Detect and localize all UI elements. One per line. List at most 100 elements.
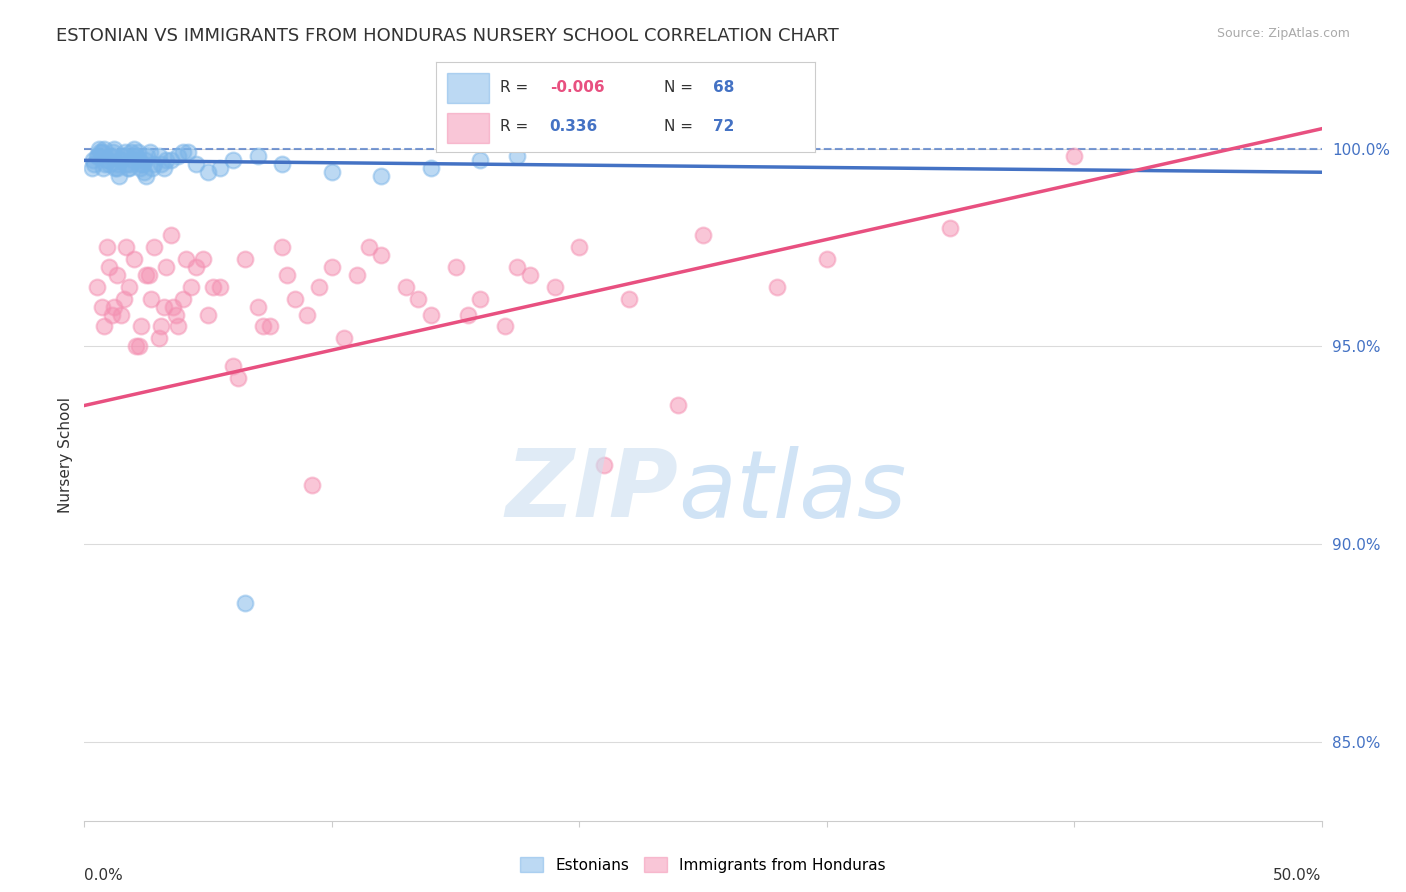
Point	[122, 141, 145, 155]
Point	[129, 319, 152, 334]
Point	[86, 149, 108, 163]
Point	[96, 153, 118, 168]
Point	[141, 292, 163, 306]
Point	[90, 300, 112, 314]
Point	[357, 240, 380, 254]
Point	[470, 292, 492, 306]
Point	[301, 477, 323, 491]
Point	[122, 252, 145, 267]
Point	[112, 149, 135, 163]
Point	[89, 141, 111, 155]
Point	[197, 165, 219, 179]
Point	[139, 145, 162, 160]
Point	[86, 280, 108, 294]
Y-axis label: Nursery School: Nursery School	[58, 397, 73, 513]
Point	[98, 149, 121, 163]
Point	[165, 308, 187, 322]
Point	[233, 596, 256, 610]
Point	[246, 300, 269, 314]
Point	[209, 280, 232, 294]
Point	[124, 149, 146, 163]
Point	[172, 292, 194, 306]
Point	[593, 458, 616, 472]
Point	[141, 161, 163, 176]
Point	[80, 161, 103, 176]
Point	[100, 149, 122, 163]
Point	[184, 157, 207, 171]
Point	[111, 149, 134, 163]
Point	[333, 331, 356, 345]
Point	[370, 248, 392, 262]
Point	[132, 165, 155, 179]
FancyBboxPatch shape	[447, 73, 489, 103]
Point	[276, 268, 298, 282]
Point	[191, 252, 214, 267]
Point	[110, 153, 132, 168]
Text: -0.006: -0.006	[550, 80, 605, 95]
Point	[252, 319, 274, 334]
Point	[127, 145, 149, 160]
Point	[120, 145, 142, 160]
Point	[131, 157, 153, 171]
Point	[135, 169, 157, 184]
Point	[155, 260, 177, 274]
Point	[666, 399, 689, 413]
Text: 0.0%: 0.0%	[84, 868, 124, 883]
Point	[222, 359, 245, 373]
Point	[226, 371, 249, 385]
Point	[112, 292, 135, 306]
Point	[135, 268, 157, 282]
Text: ZIP: ZIP	[505, 445, 678, 538]
Point	[692, 228, 714, 243]
Point	[83, 157, 105, 171]
Point	[177, 145, 200, 160]
Point	[271, 157, 294, 171]
Point	[408, 292, 430, 306]
Point	[1063, 149, 1085, 163]
Point	[118, 280, 141, 294]
Point	[419, 161, 441, 176]
Point	[89, 145, 111, 160]
Point	[370, 169, 392, 184]
Point	[494, 319, 516, 334]
Point	[128, 339, 150, 353]
Point	[155, 153, 177, 168]
Point	[129, 161, 152, 176]
Point	[134, 153, 156, 168]
Point	[543, 280, 565, 294]
Point	[120, 157, 142, 171]
Point	[104, 161, 127, 176]
Point	[125, 339, 148, 353]
Text: 50.0%: 50.0%	[1274, 868, 1322, 883]
Point	[93, 319, 115, 334]
Point	[150, 319, 173, 334]
Point	[110, 153, 132, 168]
Text: N =: N =	[664, 80, 697, 95]
Point	[321, 165, 343, 179]
Text: ESTONIAN VS IMMIGRANTS FROM HONDURAS NURSERY SCHOOL CORRELATION CHART: ESTONIAN VS IMMIGRANTS FROM HONDURAS NUR…	[56, 27, 839, 45]
Point	[105, 161, 128, 176]
Point	[233, 252, 256, 267]
Point	[148, 331, 170, 345]
Point	[470, 153, 492, 168]
Point	[939, 220, 962, 235]
Point	[222, 153, 245, 168]
Point	[90, 145, 112, 160]
Point	[766, 280, 789, 294]
Point	[101, 145, 124, 160]
Point	[125, 149, 148, 163]
Point	[142, 240, 165, 254]
Point	[87, 149, 110, 163]
Point	[295, 308, 318, 322]
Point	[148, 149, 170, 163]
Text: R =: R =	[501, 120, 533, 134]
Point	[94, 157, 117, 171]
Point	[152, 161, 174, 176]
Point	[115, 240, 138, 254]
Point	[444, 260, 467, 274]
Point	[160, 153, 183, 168]
Point	[152, 300, 174, 314]
Point	[568, 240, 591, 254]
Point	[138, 268, 160, 282]
Point	[506, 149, 529, 163]
